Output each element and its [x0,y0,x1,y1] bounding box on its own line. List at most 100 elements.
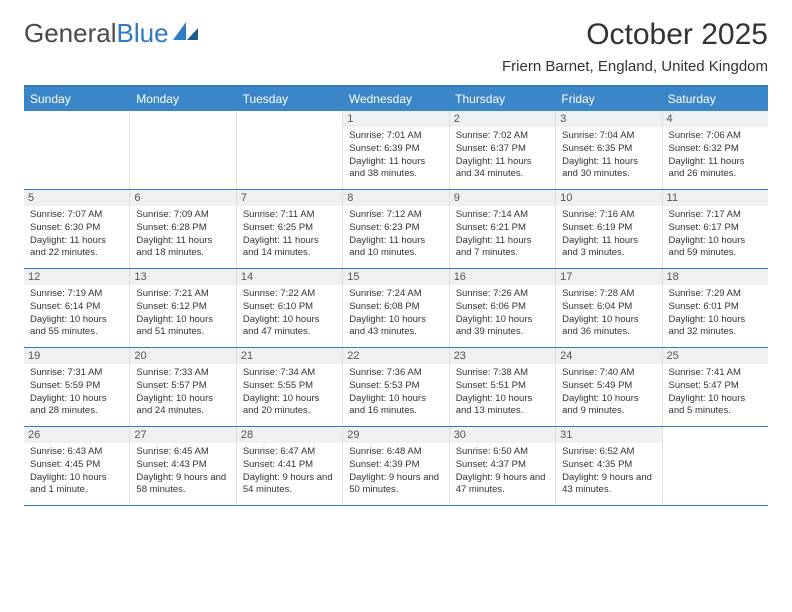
weekday-sunday: Sunday [24,87,130,111]
empty-cell [130,111,236,189]
day-info: Sunrise: 6:48 AMSunset: 4:39 PMDaylight:… [349,446,442,497]
day-cell: 18Sunrise: 7:29 AMSunset: 6:01 PMDayligh… [663,269,768,347]
day-cell: 19 Sunrise: 7:31 AMSunset: 5:59 PMDayligh… [24,348,130,426]
day-info: Sunrise: 7:36 AMSunset: 5:53 PMDaylight:… [349,367,442,418]
sail-icon [173,18,199,49]
day-info: Sunrise: 7:14 AMSunset: 6:21 PMDaylight:… [456,209,549,260]
day-number: 7 [237,190,342,206]
day-cell: 8 Sunrise: 7:12 AMSunset: 6:23 PMDaylight… [343,190,449,268]
day-cell: 9Sunrise: 7:14 AMSunset: 6:21 PMDaylight… [450,190,556,268]
day-cell: 26 Sunrise: 6:43 AMSunset: 4:45 PMDayligh… [24,427,130,505]
day-number: 17 [556,269,661,285]
day-number: 8 [343,190,448,206]
day-info: Sunrise: 7:19 AMSunset: 6:14 PMDaylight:… [30,288,123,339]
day-info: Sunrise: 7:12 AMSunset: 6:23 PMDaylight:… [349,209,442,260]
day-number: 1 [343,111,448,127]
empty-cell [663,427,768,505]
day-number: 26 [24,427,129,443]
day-info: Sunrise: 7:17 AMSunset: 6:17 PMDaylight:… [669,209,762,260]
day-cell: 17Sunrise: 7:28 AMSunset: 6:04 PMDayligh… [556,269,662,347]
day-info: Sunrise: 7:16 AMSunset: 6:19 PMDaylight:… [562,209,655,260]
day-info: Sunrise: 6:43 AMSunset: 4:45 PMDaylight:… [30,446,123,497]
day-cell: 20Sunrise: 7:33 AMSunset: 5:57 PMDayligh… [130,348,236,426]
empty-cell [24,111,130,189]
day-cell: 11 Sunrise: 7:17 AMSunset: 6:17 PMDayligh… [663,190,768,268]
weekday-wednesday: Wednesday [343,87,449,111]
weekday-monday: Monday [130,87,236,111]
day-info: Sunrise: 7:26 AMSunset: 6:06 PMDaylight:… [456,288,549,339]
brand-logo: GeneralBlue [24,18,199,49]
day-info: Sunrise: 7:11 AMSunset: 6:25 PMDaylight:… [243,209,336,260]
day-cell: 10 Sunrise: 7:16 AMSunset: 6:19 PMDayligh… [556,190,662,268]
day-number: 31 [556,427,661,443]
day-number: 2 [450,111,555,127]
day-info: Sunrise: 7:07 AMSunset: 6:30 PMDaylight:… [30,209,123,260]
day-number: 14 [237,269,342,285]
day-number: 15 [343,269,448,285]
day-info: Sunrise: 7:41 AMSunset: 5:47 PMDaylight:… [669,367,762,418]
day-number: 25 [663,348,768,364]
day-info: Sunrise: 7:31 AMSunset: 5:59 PMDaylight:… [30,367,123,418]
weekday-header: SundayMondayTuesdayWednesdayThursdayFrid… [24,87,768,111]
week-row: 1 Sunrise: 7:01 AMSunset: 6:39 PMDaylight… [24,111,768,190]
day-cell: 13Sunrise: 7:21 AMSunset: 6:12 PMDayligh… [130,269,236,347]
day-cell: 15 Sunrise: 7:24 AMSunset: 6:08 PMDayligh… [343,269,449,347]
day-info: Sunrise: 7:09 AMSunset: 6:28 PMDaylight:… [136,209,229,260]
day-cell: 22 Sunrise: 7:36 AMSunset: 5:53 PMDayligh… [343,348,449,426]
day-cell: 6Sunrise: 7:09 AMSunset: 6:28 PMDaylight… [130,190,236,268]
day-info: Sunrise: 7:01 AMSunset: 6:39 PMDaylight:… [349,130,442,181]
day-cell: 16 Sunrise: 7:26 AMSunset: 6:06 PMDayligh… [450,269,556,347]
day-number: 13 [130,269,235,285]
calendar: SundayMondayTuesdayWednesdayThursdayFrid… [24,85,768,506]
day-number: 18 [663,269,768,285]
day-number: 12 [24,269,129,285]
week-row: 26 Sunrise: 6:43 AMSunset: 4:45 PMDayligh… [24,427,768,506]
brand-part1: General [24,18,117,49]
day-number: 30 [450,427,555,443]
day-cell: 7 Sunrise: 7:11 AMSunset: 6:25 PMDaylight… [237,190,343,268]
day-number: 21 [237,348,342,364]
weekday-tuesday: Tuesday [237,87,343,111]
day-info: Sunrise: 7:38 AMSunset: 5:51 PMDaylight:… [456,367,549,418]
day-number: 4 [663,111,768,127]
day-cell: 25 Sunrise: 7:41 AMSunset: 5:47 PMDayligh… [663,348,768,426]
week-row: 5 Sunrise: 7:07 AMSunset: 6:30 PMDaylight… [24,190,768,269]
weekday-saturday: Saturday [662,87,768,111]
day-info: Sunrise: 7:24 AMSunset: 6:08 PMDaylight:… [349,288,442,339]
day-number: 24 [556,348,661,364]
day-number: 16 [450,269,555,285]
day-cell: 12 Sunrise: 7:19 AMSunset: 6:14 PMDayligh… [24,269,130,347]
day-number: 10 [556,190,661,206]
day-cell: 24Sunrise: 7:40 AMSunset: 5:49 PMDayligh… [556,348,662,426]
day-info: Sunrise: 7:33 AMSunset: 5:57 PMDaylight:… [136,367,229,418]
day-cell: 3 Sunrise: 7:04 AMSunset: 6:35 PMDaylight… [556,111,662,189]
day-number: 28 [237,427,342,443]
day-number: 11 [663,190,768,206]
week-row: 19 Sunrise: 7:31 AMSunset: 5:59 PMDayligh… [24,348,768,427]
day-cell: 28 Sunrise: 6:47 AMSunset: 4:41 PMDayligh… [237,427,343,505]
day-cell: 21 Sunrise: 7:34 AMSunset: 5:55 PMDayligh… [237,348,343,426]
day-cell: 1 Sunrise: 7:01 AMSunset: 6:39 PMDaylight… [343,111,449,189]
day-info: Sunrise: 7:22 AMSunset: 6:10 PMDaylight:… [243,288,336,339]
day-info: Sunrise: 7:06 AMSunset: 6:32 PMDaylight:… [669,130,762,181]
day-number: 22 [343,348,448,364]
day-cell: 14 Sunrise: 7:22 AMSunset: 6:10 PMDayligh… [237,269,343,347]
day-info: Sunrise: 7:34 AMSunset: 5:55 PMDaylight:… [243,367,336,418]
day-number: 19 [24,348,129,364]
day-cell: 27 Sunrise: 6:45 AMSunset: 4:43 PMDayligh… [130,427,236,505]
day-info: Sunrise: 7:02 AMSunset: 6:37 PMDaylight:… [456,130,549,181]
day-cell: 2 Sunrise: 7:02 AMSunset: 6:37 PMDaylight… [450,111,556,189]
day-cell: 30Sunrise: 6:50 AMSunset: 4:37 PMDayligh… [450,427,556,505]
day-number: 27 [130,427,235,443]
day-number: 3 [556,111,661,127]
week-row: 12 Sunrise: 7:19 AMSunset: 6:14 PMDayligh… [24,269,768,348]
day-number: 5 [24,190,129,206]
day-cell: 23Sunrise: 7:38 AMSunset: 5:51 PMDayligh… [450,348,556,426]
month-title: October 2025 [502,18,768,52]
day-cell: 4 Sunrise: 7:06 AMSunset: 6:32 PMDaylight… [663,111,768,189]
day-info: Sunrise: 6:45 AMSunset: 4:43 PMDaylight:… [136,446,229,497]
day-info: Sunrise: 7:04 AMSunset: 6:35 PMDaylight:… [562,130,655,181]
day-cell: 5 Sunrise: 7:07 AMSunset: 6:30 PMDaylight… [24,190,130,268]
day-cell: 29Sunrise: 6:48 AMSunset: 4:39 PMDayligh… [343,427,449,505]
day-info: Sunrise: 6:47 AMSunset: 4:41 PMDaylight:… [243,446,336,497]
